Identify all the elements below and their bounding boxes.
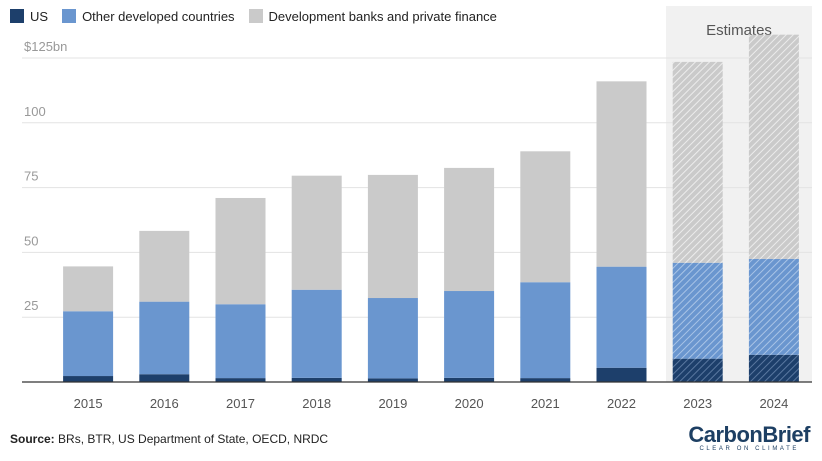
bar-segment-us	[748, 354, 799, 382]
legend-item-development-banks: Development banks and private finance	[248, 8, 497, 24]
legend-item-us: US	[10, 9, 48, 24]
bar-segment-us	[139, 374, 190, 382]
bar-segment-development-banks	[444, 167, 495, 292]
bar-segment-us	[520, 378, 571, 382]
x-tick-label: 2015	[74, 396, 103, 411]
y-tick-label: $125bn	[24, 39, 67, 54]
carbonbrief-logo: CarbonBrief CLEAR ON CLIMATE	[688, 424, 810, 453]
bar-segment-other-developed	[444, 291, 495, 378]
source-note: Source: BRs, BTR, US Department of State…	[10, 432, 328, 446]
bar-segment-us	[63, 376, 114, 382]
bar-segment-development-banks	[139, 230, 190, 302]
bar-segment-us	[367, 378, 418, 382]
bar-segment-development-banks	[367, 174, 418, 299]
bar-segment-us	[596, 367, 647, 382]
legend-label-development-banks: Development banks and private finance	[268, 8, 497, 24]
x-tick-label: 2017	[226, 396, 255, 411]
bar-segment-development-banks	[672, 61, 723, 263]
bar-segment-us	[215, 378, 266, 382]
bar-segment-other-developed	[596, 266, 647, 368]
x-tick-label: 2018	[302, 396, 331, 411]
bar-segment-us	[291, 377, 342, 382]
bar-segment-development-banks	[520, 151, 571, 283]
x-tick-label: 2021	[531, 396, 560, 411]
y-tick-label: 50	[24, 233, 38, 248]
source-prefix: Source:	[10, 432, 55, 446]
bar-segment-development-banks	[748, 34, 799, 259]
bar-segment-other-developed	[748, 258, 799, 355]
legend-swatch-us	[10, 9, 24, 23]
logo-tagline: CLEAR ON CLIMATE	[699, 446, 799, 452]
x-tick-label: 2024	[759, 396, 788, 411]
logo-name: CarbonBrief	[688, 422, 810, 447]
bar-segment-other-developed	[291, 289, 342, 378]
x-tick-label: 2023	[683, 396, 712, 411]
source-text: BRs, BTR, US Department of State, OECD, …	[58, 432, 329, 446]
legend-label-us: US	[30, 8, 49, 24]
legend-item-other-developed: Other developed countries	[62, 8, 235, 24]
legend-swatch-development-banks	[248, 9, 263, 23]
legend-label-other-developed: Other developed countries	[82, 8, 235, 24]
y-tick-label: 25	[24, 298, 38, 313]
bar-segment-us	[672, 358, 723, 382]
x-tick-label: 2019	[378, 396, 407, 411]
y-tick-label: 75	[24, 169, 38, 184]
axes: 25 50 75 100 $125bn 2015 2016 2017 2018 2019 2020 2…	[22, 39, 812, 411]
legend-swatch-other-developed	[62, 9, 77, 23]
bar-segment-us	[444, 377, 495, 382]
bar-segment-other-developed	[63, 311, 114, 377]
bar-segment-other-developed	[520, 282, 571, 379]
legend: US Other developed countries Development…	[10, 6, 511, 26]
bar-segment-development-banks	[291, 175, 342, 290]
bar-segment-development-banks	[63, 266, 114, 312]
x-tick-label: 2022	[607, 396, 636, 411]
y-tick-label: 100	[24, 104, 46, 119]
bars	[63, 34, 799, 382]
bar-segment-development-banks	[215, 197, 266, 305]
bar-segment-development-banks	[596, 81, 647, 267]
bar-segment-other-developed	[215, 304, 266, 379]
bar-segment-other-developed	[367, 298, 418, 379]
bar-segment-other-developed	[139, 301, 190, 375]
x-tick-label: 2016	[150, 396, 179, 411]
bar-segment-other-developed	[672, 262, 723, 359]
x-tick-label: 2020	[455, 396, 484, 411]
